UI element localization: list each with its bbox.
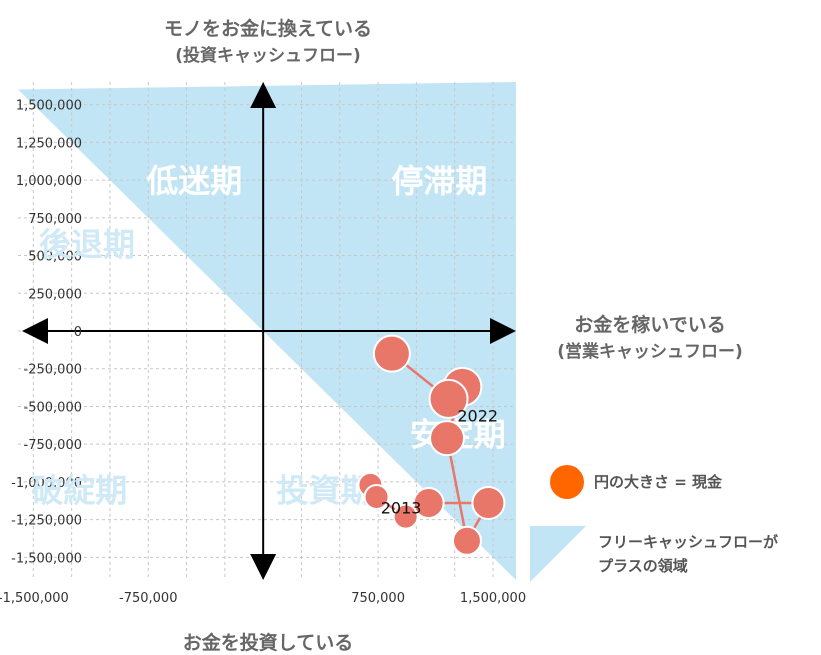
legend-region-text-line1: フリーキャッシュフローが xyxy=(598,533,779,551)
y-tick-label: 250,000 xyxy=(28,287,82,302)
y-tick-label: 1,000,000 xyxy=(16,174,82,189)
x-tick-label: -750,000 xyxy=(119,591,177,606)
y-tick-label: -500,000 xyxy=(24,400,82,415)
x-axis-arrow-left xyxy=(22,318,48,344)
tick-labels: 1,500,000 1,250,000 1,000,000 750,000 500,00… xyxy=(0,99,526,606)
data-series xyxy=(357,334,506,556)
x-tick-label: -1,500,000 xyxy=(0,591,69,606)
legend-region-text: フリーキャッシュフローが プラスの領域 xyxy=(598,530,778,578)
x-tick-label: 750,000 xyxy=(351,591,405,606)
y-axis-arrow-down xyxy=(250,554,277,580)
data-point xyxy=(372,334,411,373)
legend-region-swatch xyxy=(530,526,586,582)
y-axis-bottom-title: お金を投資している xyxy=(118,628,418,655)
y-axis-top-title-line2: (投資キャッシュフロー) xyxy=(175,46,361,66)
data-point xyxy=(429,420,466,457)
x-tick-label: 1,500,000 xyxy=(460,591,526,606)
y-tick-label: -1,000,000 xyxy=(11,476,82,491)
x-axis-arrow-right xyxy=(490,318,516,344)
x-axis-title: お金を稼いでいる (営業キャッシュフロー) xyxy=(505,310,795,362)
phase-labels: 低迷期停滞期後退期安定期破綻期投資期 xyxy=(31,162,505,509)
data-point xyxy=(363,484,390,510)
y-axis-top-title: モノをお金に換えている (投資キャッシュフロー) xyxy=(118,14,418,66)
legend-circle-swatch xyxy=(550,465,584,499)
axes xyxy=(22,82,516,580)
y-tick-label: 1,500,000 xyxy=(16,99,82,114)
legend-item-fcf-region: フリーキャッシュフローが プラスの領域 xyxy=(530,526,778,582)
y-tick-label: 500,000 xyxy=(28,250,82,265)
phase-label: 投資期 xyxy=(276,471,372,509)
y-tick-label: 0 xyxy=(74,325,82,340)
y-tick-label: -250,000 xyxy=(24,363,82,378)
y-tick-label: 750,000 xyxy=(28,212,82,227)
phase-label: 後退期 xyxy=(39,225,135,263)
data-point xyxy=(428,378,469,419)
y-tick-label: -1,250,000 xyxy=(11,514,82,529)
phase-label: 低迷期 xyxy=(146,162,242,200)
x-axis-title-line2: (営業キャッシュフロー) xyxy=(557,342,743,362)
y-tick-label: -750,000 xyxy=(24,438,82,453)
data-point xyxy=(471,486,506,521)
legend-cash-text: 円の大きさ = 現金 xyxy=(594,473,723,491)
legend-region-text-line2: プラスの領域 xyxy=(598,557,688,575)
y-tick-label: 1,250,000 xyxy=(16,136,82,151)
data-point xyxy=(412,487,445,520)
year-label: 2013 xyxy=(381,499,422,518)
data-point xyxy=(392,503,419,530)
year-label: 2022 xyxy=(457,407,498,426)
legend-item-cash-size: 円の大きさ = 現金 xyxy=(550,465,722,499)
y-axis-top-title-line1: モノをお金に換えている xyxy=(163,18,373,40)
point-labels: 2013 2022 xyxy=(381,407,498,518)
y-tick-label: -1,500,000 xyxy=(11,551,82,566)
y-axis-arrow-up xyxy=(250,82,277,108)
data-point xyxy=(451,525,482,556)
phase-label: 停滞期 xyxy=(391,162,487,200)
phase-label: 破綻期 xyxy=(31,471,127,509)
y-axis-bottom-title-text: お金を投資している xyxy=(182,632,354,654)
x-axis-title-line1: お金を稼いでいる xyxy=(574,314,726,336)
